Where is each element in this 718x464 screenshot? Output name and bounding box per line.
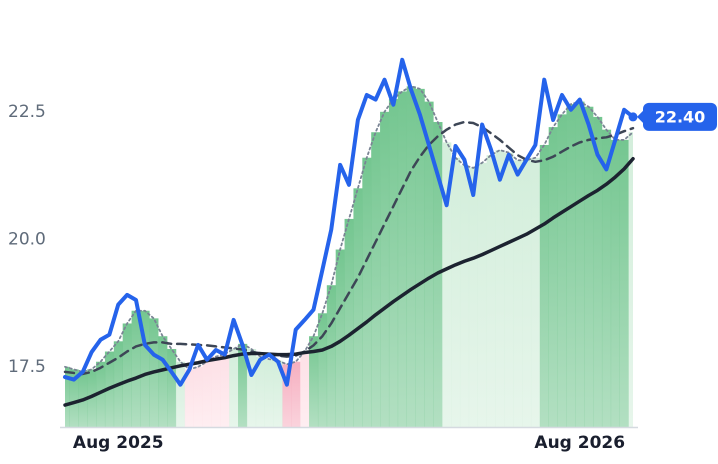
regime-band	[539, 144, 549, 427]
regime-band	[344, 218, 354, 427]
regime-band	[619, 139, 629, 427]
regime-band	[238, 343, 248, 427]
regime-band	[175, 361, 186, 427]
regime-band	[220, 354, 230, 427]
regime-band	[300, 351, 310, 427]
series-line	[63, 120, 635, 376]
regime-band	[371, 132, 381, 427]
regime-band	[184, 369, 194, 427]
regime-band	[530, 157, 541, 427]
regime-band	[96, 361, 106, 427]
last-value-badge	[643, 102, 717, 131]
regime-band	[397, 91, 407, 427]
regime-band	[477, 162, 487, 427]
regime-band	[424, 101, 434, 427]
regime-band	[264, 359, 274, 427]
regime-band	[459, 165, 470, 427]
regime-band	[309, 336, 319, 427]
regime-band	[486, 155, 496, 427]
regime-band	[593, 116, 603, 427]
regime-band	[273, 360, 283, 427]
x-tick-label: Aug 2025	[73, 433, 164, 453]
regime-band	[628, 132, 633, 427]
regime-band	[504, 152, 514, 427]
regime-band	[202, 361, 212, 427]
regime-band	[566, 104, 576, 427]
regime-band	[468, 167, 478, 427]
regime-band	[442, 142, 452, 427]
regime-band	[415, 88, 425, 427]
regime-band	[167, 348, 177, 427]
regime-band	[282, 364, 292, 427]
regime-band	[140, 310, 150, 427]
last-value-pointer	[637, 110, 643, 123]
regime-band	[317, 313, 328, 427]
series-line	[63, 57, 635, 387]
regime-band	[69, 369, 79, 427]
regime-band	[158, 336, 168, 427]
regime-band	[131, 310, 141, 427]
regime-band	[522, 160, 532, 427]
regime-band	[513, 160, 523, 427]
regime-band	[406, 86, 416, 427]
y-tick-label: 20.0	[8, 229, 46, 249]
series-line	[63, 156, 635, 407]
last-value-dot	[628, 112, 638, 122]
regime-band	[255, 356, 265, 427]
regime-band	[575, 101, 585, 427]
regime-band	[388, 99, 399, 427]
regime-band	[584, 106, 594, 427]
regime-band	[246, 348, 257, 427]
regime-band	[335, 249, 345, 427]
last-value-label: 22.40	[655, 107, 706, 126]
series-lines	[63, 57, 635, 407]
regime-band	[122, 323, 132, 427]
regime-band	[548, 127, 558, 427]
regime-band	[610, 139, 620, 427]
y-tick-label: 22.5	[8, 102, 46, 122]
regime-band	[451, 157, 461, 427]
regime-band	[353, 188, 363, 427]
regime-band	[362, 157, 372, 427]
regime-band	[193, 366, 203, 427]
regime-band	[601, 129, 612, 427]
series-line	[64, 85, 634, 373]
regime-band	[557, 114, 567, 427]
regime-band	[65, 366, 70, 427]
regime-band	[380, 111, 390, 427]
regime-band	[211, 356, 221, 427]
regime-band	[291, 361, 301, 427]
regime-band	[229, 348, 239, 427]
y-tick-label: 17.5	[8, 357, 46, 377]
regime-band	[495, 150, 505, 427]
regime-band	[326, 285, 336, 427]
regime-bands	[65, 86, 633, 427]
x-tick-label: Aug 2026	[534, 433, 625, 453]
